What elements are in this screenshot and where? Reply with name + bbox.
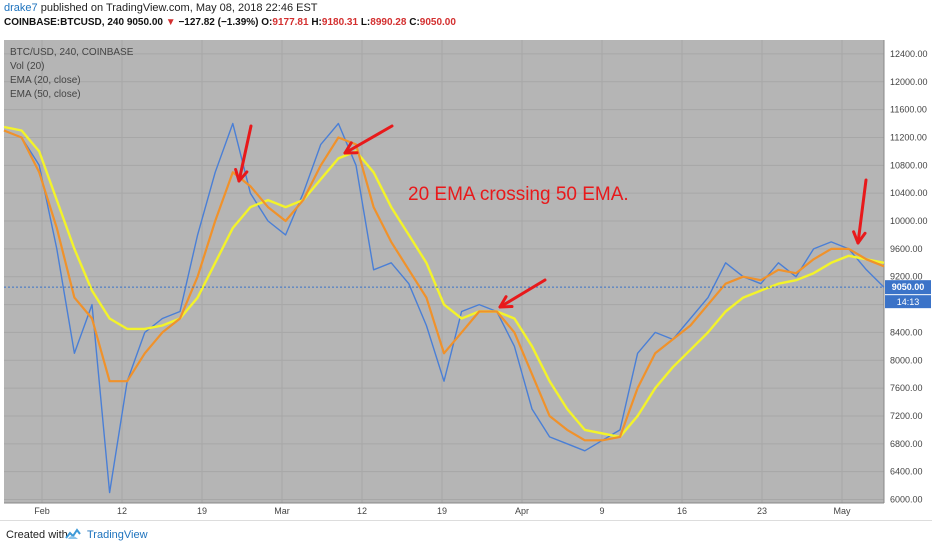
- countdown-tag: [885, 295, 931, 309]
- x-tick-label: 12: [117, 506, 127, 516]
- y-tick-label: 12400.00: [890, 49, 928, 59]
- legend-entry: EMA (20, close): [10, 75, 81, 86]
- y-tick-label: 6800.00: [890, 439, 923, 449]
- x-tick-label: Apr: [515, 506, 529, 516]
- red-arrow-shaft: [237, 124, 253, 183]
- red-arrow-head: [852, 230, 867, 245]
- high-value: 9180.31: [321, 17, 359, 28]
- close-value: 9050.00: [419, 17, 456, 28]
- x-tick-label: 12: [357, 506, 367, 516]
- legend-entry: Vol (20): [10, 61, 44, 72]
- low-label: L:: [360, 17, 371, 28]
- price-change: −127.82 (−1.39%): [178, 17, 259, 28]
- footer: Created with TradingView: [0, 520, 932, 551]
- x-tick-label: May: [833, 506, 851, 516]
- series-line-ema50: [3, 125, 885, 439]
- legend-entry: BTC/USD, 240, COINBASE: [10, 47, 134, 58]
- publish-header: drake7 published on TradingView.com, May…: [4, 2, 318, 18]
- symbol-label: COINBASE:BTCUSD, 240: [4, 17, 125, 28]
- y-tick-label: 10800.00: [890, 160, 928, 170]
- red-arrow-head: [234, 167, 249, 183]
- last-price-tag-label: 9050.00: [892, 282, 925, 292]
- x-tick-label: Feb: [34, 506, 50, 516]
- last-price: 9050.00: [126, 17, 163, 28]
- y-tick-label: 9200.00: [890, 272, 923, 282]
- tradingview-logo-icon: [65, 528, 81, 539]
- series-line-ema20: [3, 129, 885, 442]
- created-with-text: Created with: [6, 529, 68, 541]
- y-tick-label: 9600.00: [890, 244, 923, 254]
- y-tick-label: 12000.00: [890, 77, 928, 87]
- y-tick-label: 6000.00: [890, 495, 923, 505]
- published-text: published on TradingView.com, May 08, 20…: [40, 2, 318, 14]
- y-tick-label: 6400.00: [890, 467, 923, 477]
- close-label: C:: [409, 17, 420, 28]
- y-tick-label: 8400.00: [890, 327, 923, 337]
- red-arrow-shaft: [856, 178, 868, 245]
- last-price-tag: [885, 280, 931, 295]
- tradingview-brand[interactable]: TradingView: [87, 529, 148, 541]
- x-tick-label: 23: [757, 506, 767, 516]
- y-tick-label: 11200.00: [890, 132, 927, 142]
- symbol-header: COINBASE:BTCUSD, 240 9050.00 ▼ −127.82 (…: [4, 17, 456, 33]
- annotation-text: 20 EMA crossing 50 EMA.: [408, 184, 629, 205]
- red-arrow-shaft: [498, 278, 547, 309]
- open-value: 9177.81: [272, 17, 309, 28]
- y-tick-label: 7200.00: [890, 411, 923, 421]
- x-tick-label: 19: [437, 506, 447, 516]
- countdown-tag-label: 14:13: [897, 297, 920, 307]
- low-value: 8990.28: [370, 17, 407, 28]
- x-tick-label: 9: [599, 506, 604, 516]
- y-tick-label: 7600.00: [890, 383, 923, 393]
- red-arrow-shaft: [343, 124, 394, 155]
- x-tick-label: 16: [677, 506, 687, 516]
- red-arrow-head: [498, 295, 514, 309]
- high-label: H:: [311, 17, 322, 28]
- legend-entry: EMA (50, close): [10, 89, 81, 100]
- y-tick-label: 10400.00: [890, 188, 928, 198]
- red-arrow-head: [343, 141, 359, 155]
- down-triangle-icon: ▼: [165, 17, 176, 28]
- price-chart[interactable]: 6000.00 6400.00 6800.00 7200.00 7600.00 8000.…: [0, 0, 932, 520]
- open-label: O:: [261, 17, 273, 28]
- y-tick-label: 8000.00: [890, 355, 923, 365]
- x-tick-label: 19: [197, 506, 207, 516]
- x-tick-label: Mar: [274, 506, 290, 516]
- y-tick-label: 10000.00: [890, 216, 928, 226]
- author-link[interactable]: drake7: [4, 2, 38, 14]
- y-tick-label: 11600.00: [890, 105, 927, 115]
